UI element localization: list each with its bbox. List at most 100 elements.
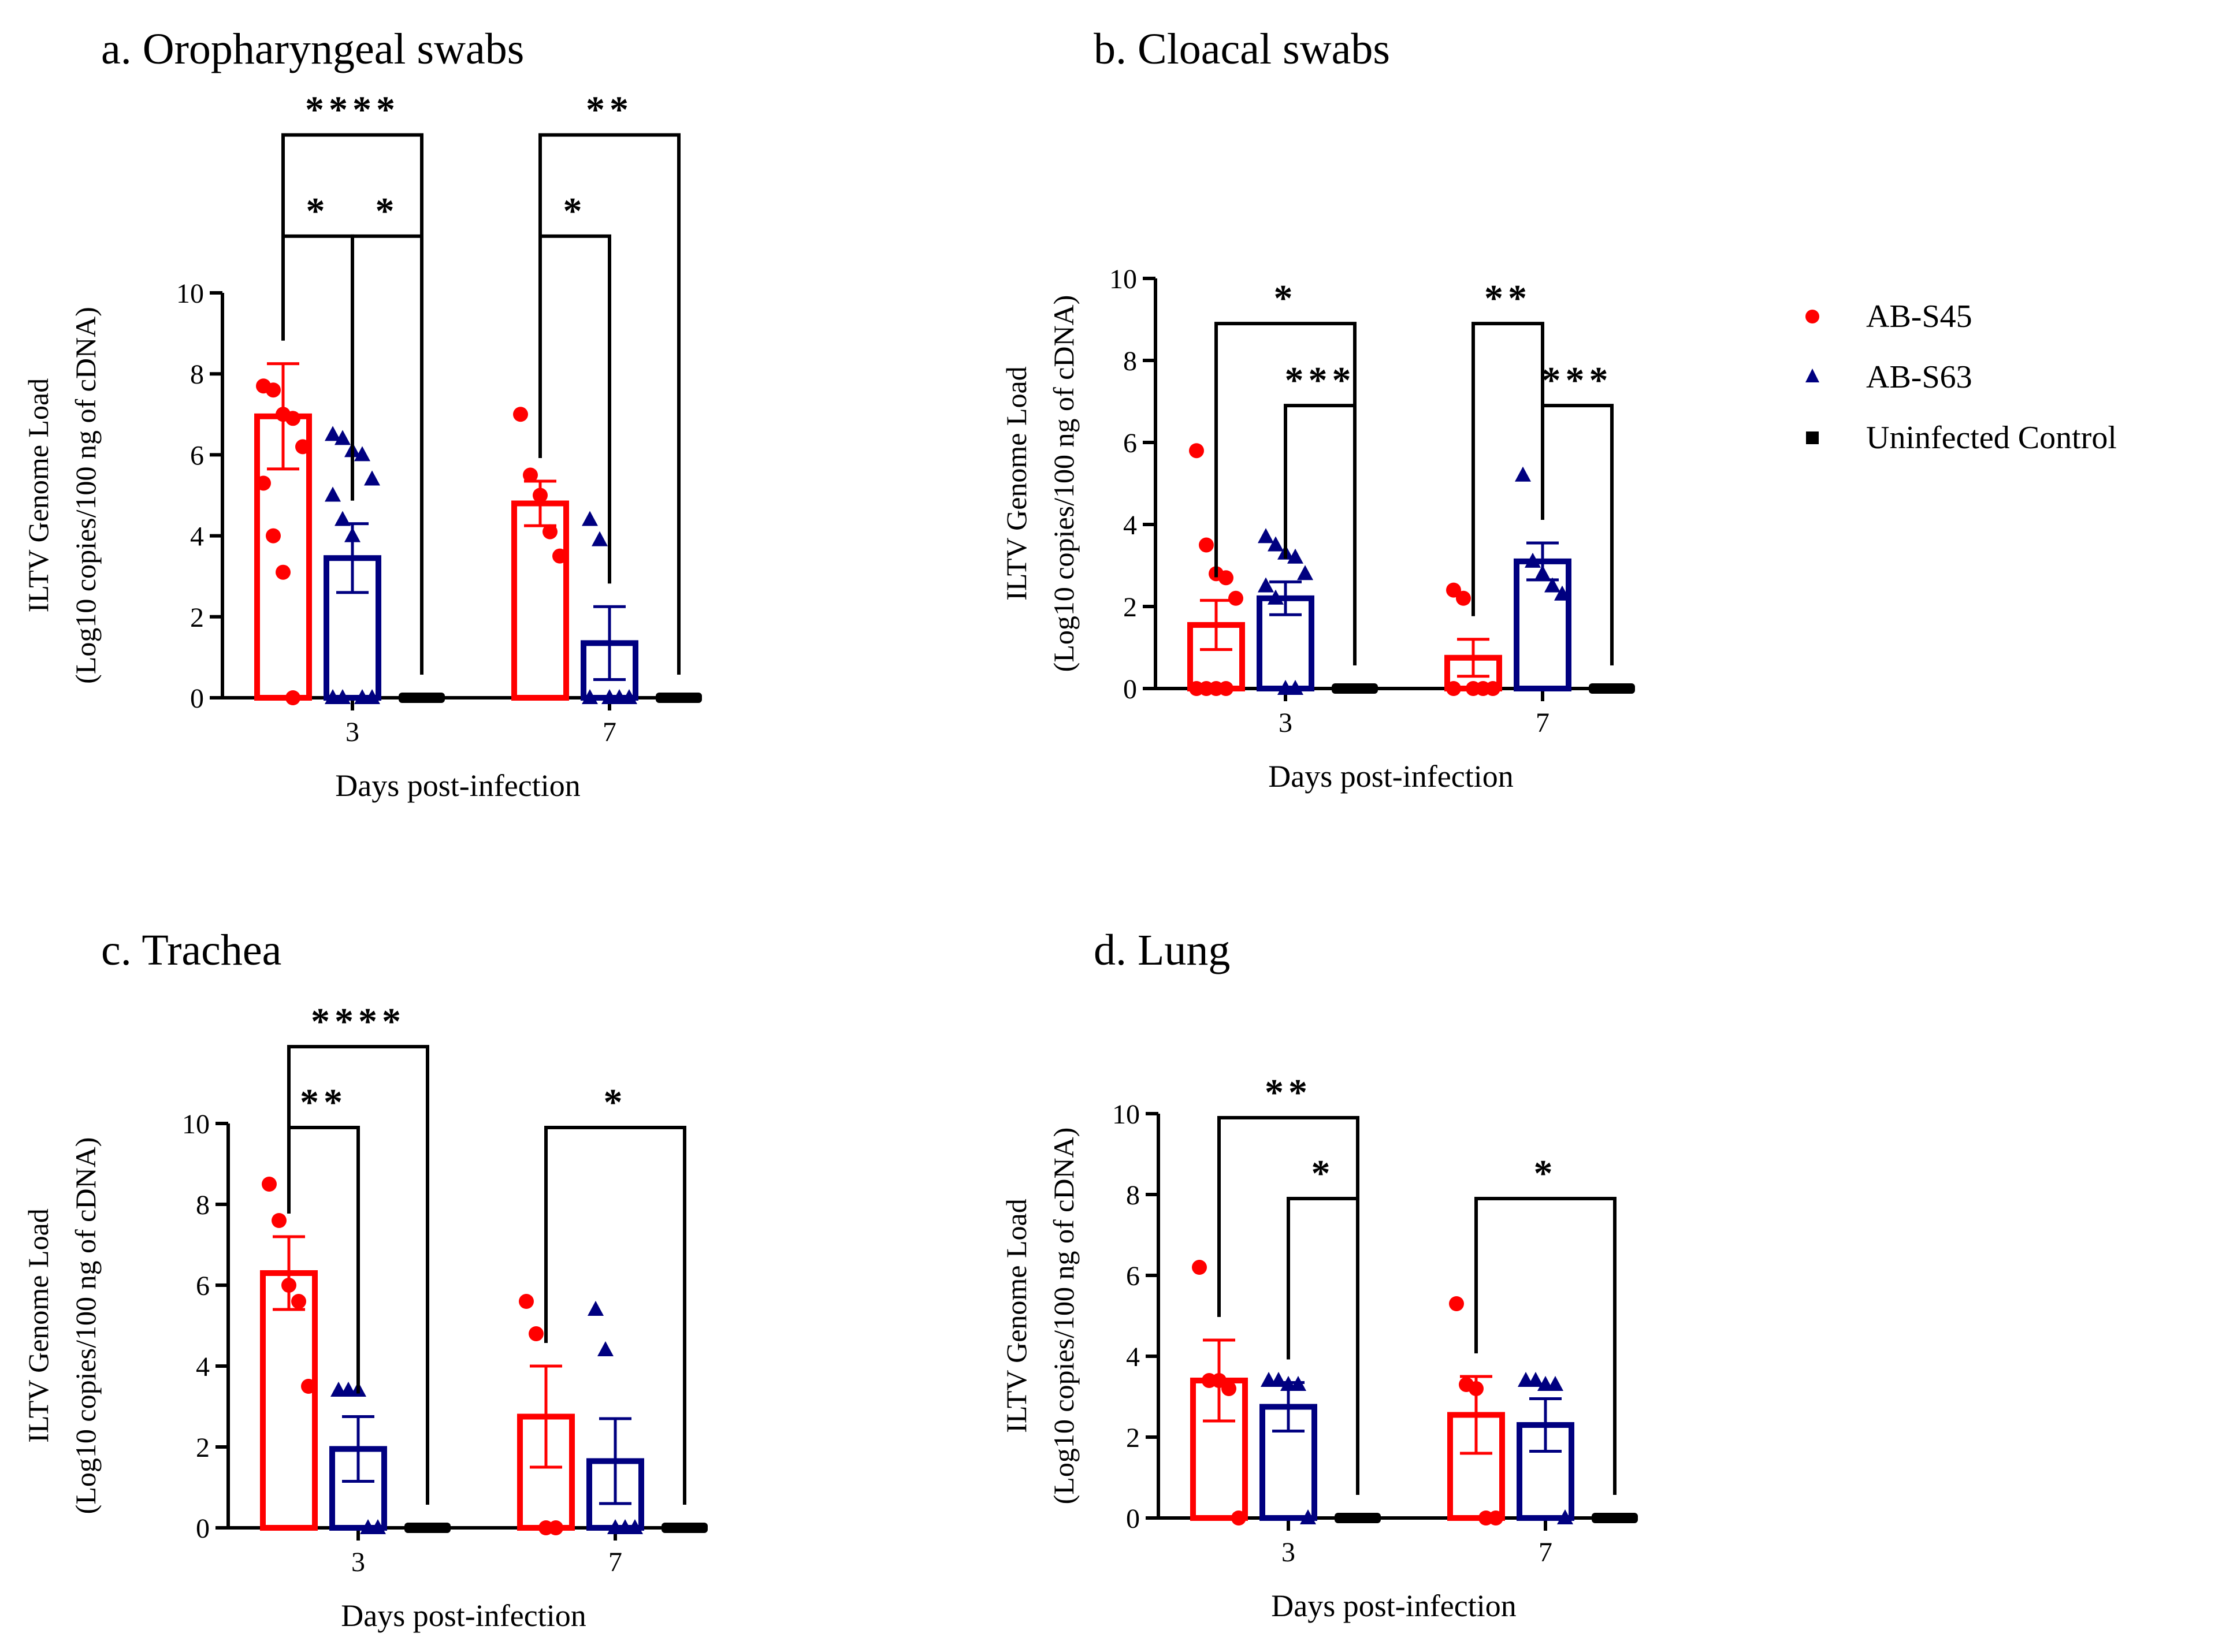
significance-bracket	[1288, 1199, 1358, 1495]
data-point-circle	[301, 1379, 316, 1394]
x-axis-label: Days post-infection	[1268, 759, 1513, 794]
x-axis-label: Days post-infection	[341, 1598, 586, 1633]
data-point-circle	[1228, 591, 1243, 606]
bar-ab-s45-day3	[263, 1273, 315, 1528]
y-tick-label: 4	[1123, 510, 1137, 541]
bar-ab-s45-day7	[514, 504, 566, 698]
data-point-triangle	[582, 511, 598, 526]
significance-bracket	[1285, 405, 1355, 665]
y-tick-label: 8	[1126, 1180, 1140, 1211]
data-point-circle	[513, 407, 528, 422]
panel-title: b. Cloacal swabs	[1094, 25, 1390, 73]
panel-c: c. TracheaILTV Genome Load (Log10 copies/…	[22, 926, 708, 1633]
significance-label: ***	[1285, 359, 1356, 401]
data-point-circle	[1192, 1260, 1207, 1275]
y-tick-label: 2	[1126, 1423, 1140, 1453]
significance-label: *	[1534, 1152, 1558, 1195]
legend-label: AB-S45	[1866, 299, 1972, 334]
x-tick-label: 3	[345, 717, 359, 747]
y-tick-label: 2	[190, 602, 204, 633]
y-tick-label: 8	[190, 359, 204, 390]
legend: AB-S45 AB-S63 Uninfected Control	[1805, 299, 2117, 456]
y-tick-label: 6	[190, 440, 204, 471]
data-point-circle	[519, 1294, 534, 1309]
data-point-circle	[523, 467, 538, 482]
y-tick-label: 8	[196, 1190, 210, 1221]
significance-bracket	[1473, 323, 1543, 616]
y-axis-label: ILTV Genome Load	[1000, 366, 1032, 600]
data-point-circle	[295, 439, 310, 454]
significance-label: ****	[305, 89, 400, 131]
data-point-triangle	[335, 511, 351, 526]
y-tick-label: 0	[196, 1513, 210, 1544]
y-tick-label: 6	[196, 1271, 210, 1301]
y-axis-label: ILTV Genome Load	[22, 1208, 54, 1442]
data-point-circle	[256, 475, 271, 490]
y-tick-label: 10	[1112, 1099, 1140, 1130]
legend-label: AB-S63	[1866, 359, 1972, 395]
panels: a. Oropharyngeal swabsILTV Genome Load (L…	[22, 25, 1638, 1633]
significance-label: *	[1274, 277, 1298, 319]
control-zero-marker	[662, 1523, 708, 1533]
significance-label: **	[1265, 1071, 1312, 1114]
x-tick-label: 7	[603, 717, 616, 747]
panel-b: b. Cloacal swabs ILTV Genome Load (Log10 c…	[1000, 25, 1635, 794]
data-point-circle	[266, 529, 281, 544]
significance-label: *	[1311, 1152, 1335, 1195]
data-point-circle	[529, 1326, 544, 1341]
significance-label: **	[1484, 277, 1532, 319]
data-point-triangle	[344, 527, 361, 542]
y-tick-label: 4	[196, 1352, 210, 1382]
x-tick-label: 3	[351, 1547, 365, 1577]
data-point-circle	[548, 1520, 563, 1535]
data-point-triangle	[1297, 565, 1313, 580]
legend-marker-square	[1806, 431, 1819, 444]
y-tick-label: 0	[1126, 1504, 1140, 1534]
significance-label: *	[376, 190, 399, 232]
data-point-circle	[1456, 591, 1471, 606]
panel-title: d. Lung	[1094, 926, 1230, 974]
significance-bracket	[1543, 405, 1612, 665]
y-tick-label: 6	[1123, 428, 1137, 459]
data-point-circle	[272, 1213, 287, 1228]
data-point-circle	[1221, 1381, 1236, 1396]
significance-label: **	[300, 1081, 347, 1123]
x-tick-label: 7	[1536, 708, 1549, 738]
x-tick-label: 7	[1539, 1537, 1552, 1568]
y-tick-label: 4	[1126, 1342, 1140, 1372]
legend-marker-triangle	[1805, 369, 1819, 382]
data-point-triangle	[592, 531, 608, 546]
data-point-circle	[1218, 570, 1233, 585]
significance-label: **	[586, 89, 633, 131]
significance-label: ****	[311, 1000, 406, 1043]
control-zero-marker	[399, 693, 445, 703]
data-point-circle	[1218, 681, 1233, 696]
data-point-circle	[1199, 538, 1214, 553]
data-point-triangle	[325, 487, 341, 502]
control-zero-marker	[1335, 1513, 1381, 1523]
legend-marker-circle	[1805, 310, 1819, 323]
y-axis-label-units: (Log10 copies/100 ng of cDNA)	[69, 307, 102, 684]
significance-bracket	[289, 1128, 358, 1394]
x-axis-label: Days post-infection	[335, 768, 580, 803]
data-point-circle	[291, 1294, 306, 1309]
data-point-circle	[1446, 681, 1461, 696]
data-point-circle	[552, 549, 567, 564]
data-point-triangle	[1258, 578, 1274, 593]
y-tick-label: 2	[196, 1433, 210, 1463]
y-axis-label-units: (Log10 copies/100 ng of cDNA)	[69, 1137, 102, 1515]
data-point-circle	[1189, 443, 1204, 458]
significance-label: *	[563, 190, 587, 232]
data-point-circle	[1449, 1296, 1464, 1311]
data-point-circle	[262, 1177, 277, 1192]
data-point-circle	[542, 524, 558, 539]
control-zero-marker	[1589, 683, 1635, 694]
y-axis-label-units: (Log10 copies/100 ng of cDNA)	[1047, 1128, 1080, 1505]
control-zero-marker	[1592, 1513, 1638, 1523]
significance-label: *	[306, 190, 330, 232]
x-tick-label: 3	[1279, 708, 1292, 738]
legend-label: Uninfected Control	[1866, 420, 2117, 456]
data-point-circle	[1469, 1381, 1484, 1396]
data-point-triangle	[1515, 467, 1531, 482]
y-axis-label-units: (Log10 copies/100 ng of cDNA)	[1047, 295, 1080, 672]
